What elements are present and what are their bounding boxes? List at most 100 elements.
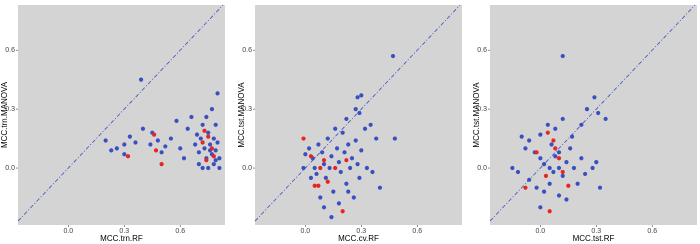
x-tick-label: 0.3 [119,228,129,235]
point [316,183,321,188]
point [340,209,345,214]
point [333,165,338,171]
point [213,122,218,127]
y-tick-label: 0.3 [242,106,252,113]
point [181,156,187,161]
point [353,138,358,143]
point [355,95,360,100]
point [349,156,355,161]
point [527,177,532,182]
point [122,152,127,157]
point [122,142,127,147]
point [196,150,201,155]
point [329,154,334,159]
point [592,95,597,100]
point [344,116,349,122]
point [603,116,608,122]
point [178,146,183,151]
point [321,205,327,210]
point [200,140,205,145]
point [103,138,108,143]
point [323,175,328,180]
point [209,146,215,151]
point [206,165,211,171]
point [553,154,558,159]
point [308,175,314,180]
point [560,116,565,122]
point [331,189,336,194]
point [348,165,353,171]
point [320,150,325,155]
point [155,138,160,143]
point [318,165,323,171]
point [566,183,571,188]
point [596,110,601,116]
point [336,201,342,206]
point [194,132,200,137]
x-tick-label: 0.6 [412,228,422,235]
point [527,138,532,143]
point [312,183,317,188]
y-axis-title: MCC.trn.MANOVA [0,81,9,148]
x-tick-label: 0.3 [591,228,601,235]
point [109,148,114,153]
point [340,130,345,135]
point [334,146,340,151]
x-axis-title: MCC.tst.RF [573,234,615,243]
point [538,132,543,137]
point [318,195,323,200]
x-tick-label: 0.6 [647,228,657,235]
point [204,114,209,120]
point [196,162,201,167]
point [534,185,539,190]
y-tick-label: 0.6 [242,47,252,54]
point [303,152,308,157]
point [556,156,562,161]
point [333,126,338,131]
point [547,165,552,171]
point [368,122,373,127]
point [159,150,164,155]
point [215,140,220,145]
y-tick-label: 0.0 [5,165,15,172]
point [362,126,368,131]
point [569,134,575,139]
point [327,165,332,171]
point [357,110,362,116]
point [359,148,364,153]
point [200,165,205,171]
point [541,162,547,167]
point [515,169,521,175]
point [545,130,550,135]
point [584,107,590,112]
plot-background [490,5,697,225]
point [217,156,222,161]
point [538,156,543,161]
point [556,165,562,171]
y-tick-label: 0.3 [5,106,15,113]
y-tick-label: 0.6 [5,47,15,54]
point [370,169,375,175]
point [200,122,205,127]
point [560,169,565,175]
point [301,165,306,171]
point [125,154,131,159]
point [547,209,552,214]
point [346,189,351,194]
point [211,136,216,141]
point [553,146,558,151]
point [590,165,595,171]
point [551,138,556,143]
point [534,150,539,155]
point [342,150,347,155]
point [545,122,550,127]
point [336,160,342,165]
panel: 0.0 0.3 0.6 0.0 0.3 0.6 MCC.tst.RF MCC.tst.MANO… [472,4,697,243]
point [202,128,207,133]
point [355,162,360,167]
point [359,93,364,98]
point [193,142,198,147]
point [127,134,132,139]
panel: 0.0 0.3 0.6 0.0 0.3 0.6 MCC.trn.RF MCC.trn.MANO… [0,4,225,243]
